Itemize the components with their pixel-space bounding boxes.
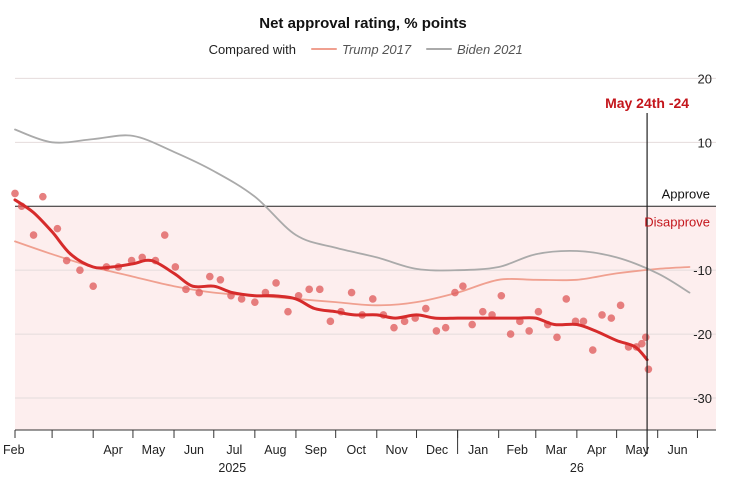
poll-point xyxy=(62,256,71,265)
poll-point xyxy=(76,266,84,274)
x-tick-label: Sep xyxy=(305,443,327,457)
year-label: 2025 xyxy=(218,461,246,475)
poll-point xyxy=(588,346,597,354)
poll-point xyxy=(641,333,650,342)
poll-point xyxy=(160,231,169,239)
poll-point xyxy=(525,327,533,335)
poll-point xyxy=(478,307,487,316)
poll-point xyxy=(315,285,324,294)
poll-point xyxy=(553,333,561,342)
poll-point xyxy=(432,327,441,335)
x-tick-label: Oct xyxy=(346,443,366,457)
y-tick-label: 20 xyxy=(698,71,712,86)
x-tick-label: Jul xyxy=(226,443,242,457)
chart-title: Net approval rating, % points xyxy=(259,15,467,32)
poll-point xyxy=(459,282,467,290)
approve-label: Approve xyxy=(662,186,710,201)
x-tick-label: Dec xyxy=(426,443,448,457)
plot-area: May 24th -24 Approve Disapprove 20 10 -10 -20 -… xyxy=(3,71,716,475)
legend: Compared with Trump 2017 Biden 2021 xyxy=(209,42,523,57)
x-tick-label: Apr xyxy=(103,443,122,457)
poll-point xyxy=(216,275,225,284)
poll-point xyxy=(53,224,62,233)
poll-point xyxy=(421,304,430,313)
poll-point xyxy=(390,323,398,332)
poll-point xyxy=(534,307,543,316)
poll-point xyxy=(579,317,588,326)
poll-point xyxy=(205,272,214,281)
poll-point xyxy=(284,307,292,316)
poll-point xyxy=(468,320,476,329)
x-tick-label: Jun xyxy=(667,443,687,457)
poll-point xyxy=(171,263,180,271)
x-tick-label: Jun xyxy=(184,443,204,457)
poll-point xyxy=(644,365,653,374)
poll-point xyxy=(637,339,646,348)
poll-point xyxy=(251,298,259,306)
poll-point xyxy=(598,311,606,319)
series-line-biden-2021 xyxy=(14,128,691,294)
poll-point xyxy=(11,189,19,198)
y-tick-label: -20 xyxy=(693,327,712,342)
poll-point xyxy=(39,192,47,201)
poll-point xyxy=(607,314,616,322)
disapprove-zone xyxy=(15,206,716,430)
poll-point xyxy=(29,231,38,239)
poll-point xyxy=(305,285,313,294)
x-tick-label: May xyxy=(142,443,166,457)
x-tick-label: Feb xyxy=(506,443,528,457)
poll-point xyxy=(441,323,450,332)
x-tick-label: Mar xyxy=(546,443,568,457)
x-tick-label: Jan xyxy=(468,443,488,457)
disapprove-label: Disapprove xyxy=(644,214,710,229)
poll-point xyxy=(89,282,97,290)
y-tick-label: 10 xyxy=(698,135,712,150)
x-tick-label: Nov xyxy=(386,443,409,457)
y-tick-label: -10 xyxy=(693,263,712,278)
legend-label-biden-2021: Biden 2021 xyxy=(457,42,523,57)
poll-point xyxy=(347,288,356,297)
poll-point xyxy=(326,317,335,326)
year-label: 26 xyxy=(570,461,584,475)
series-line-trump-2017 xyxy=(14,240,691,307)
y-tick-label: -30 xyxy=(693,391,712,406)
poll-point xyxy=(562,295,571,303)
legend-label-trump-2017: Trump 2017 xyxy=(342,42,412,57)
annotation-label: May 24th -24 xyxy=(605,95,689,111)
poll-point xyxy=(272,279,280,287)
x-tick-label: May xyxy=(625,443,649,457)
poll-point xyxy=(237,295,246,303)
poll-point xyxy=(195,288,203,297)
poll-point xyxy=(616,301,625,310)
poll-point xyxy=(497,291,506,300)
poll-point xyxy=(400,317,409,326)
x-tick-label: Apr xyxy=(587,443,606,457)
poll-point xyxy=(368,295,377,303)
x-tick-label: Aug xyxy=(264,443,286,457)
poll-point xyxy=(451,288,459,297)
poll-point xyxy=(182,285,190,294)
x-tick-label: Feb xyxy=(3,443,25,457)
series-line-trump-2025 xyxy=(13,198,649,362)
legend-prefix: Compared with xyxy=(209,42,296,57)
poll-point xyxy=(506,330,515,338)
